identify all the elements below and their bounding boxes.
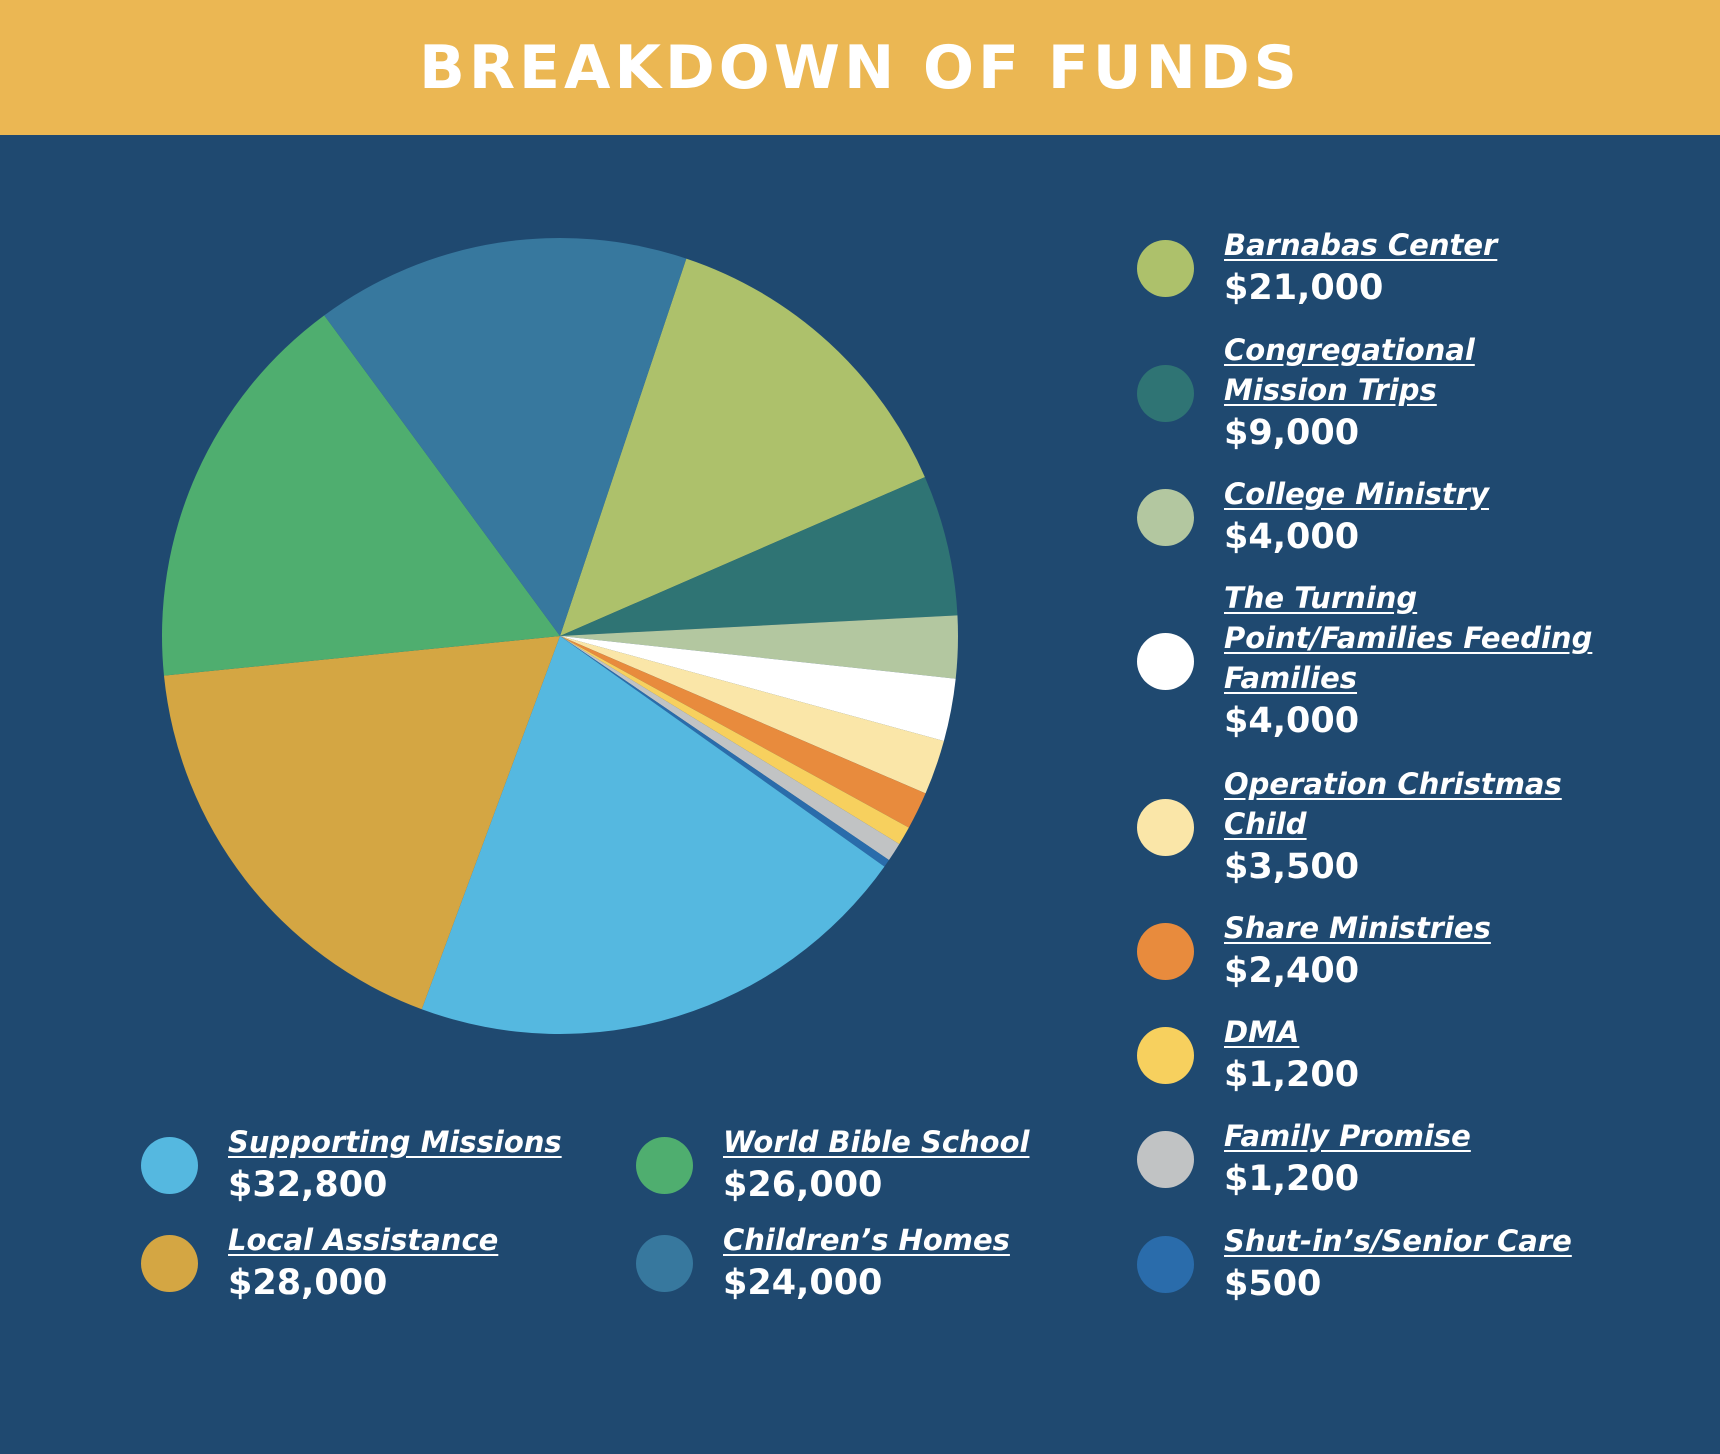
- legend-label[interactable]: Local Assistance: [228, 1223, 499, 1257]
- legend-label[interactable]: Operation Christmas: [1224, 767, 1562, 801]
- legend-label[interactable]: Shut-in’s/Senior Care: [1224, 1224, 1572, 1258]
- legend-swatch-icon: [1137, 632, 1194, 690]
- legend-label[interactable]: DMA: [1224, 1015, 1300, 1049]
- legend-swatch-icon: [1137, 1026, 1194, 1084]
- legend-value: $24,000: [723, 1263, 883, 1303]
- pie-slice-2: [560, 615, 958, 679]
- legend-text: Operation Christmas Child $3,500: [1224, 764, 1654, 890]
- legend-text: DMA $1,200: [1224, 1012, 1654, 1098]
- title-banner: BREAKDOWN OF FUNDS: [0, 0, 1720, 135]
- legend-label[interactable]: Child: [1224, 807, 1307, 841]
- legend-text: Barnabas Center $21,000: [1224, 225, 1654, 311]
- legend-swatch-icon: [141, 1136, 198, 1194]
- pie-slice-11: [162, 315, 560, 676]
- legend-value: $9,000: [1224, 413, 1360, 453]
- legend-label[interactable]: College Ministry: [1224, 477, 1489, 511]
- legend-label[interactable]: Congregational: [1224, 333, 1475, 367]
- legend-text: Children’s Homes $24,000: [723, 1220, 1153, 1306]
- pie-slice-12: [324, 237, 687, 636]
- legend-text: Local Assistance $28,000: [228, 1220, 658, 1306]
- legend-text: Supporting Missions $32,800: [228, 1122, 658, 1208]
- legend-label[interactable]: Families: [1224, 661, 1358, 695]
- legend-label[interactable]: The Turning: [1224, 581, 1418, 615]
- legend-swatch-icon: [636, 1136, 693, 1194]
- legend-text: College Ministry $4,000: [1224, 474, 1654, 560]
- legend-swatch-icon: [1137, 798, 1194, 856]
- legend-label[interactable]: Point/Families Feeding: [1224, 621, 1593, 655]
- legend-text: Family Promise $1,200: [1224, 1116, 1654, 1202]
- legend-value: $1,200: [1224, 1055, 1360, 1095]
- legend-value: $28,000: [228, 1263, 388, 1303]
- legend-swatch-icon: [1137, 922, 1194, 980]
- pie-slice-6: [560, 636, 909, 845]
- chart-title: BREAKDOWN OF FUNDS: [419, 32, 1301, 103]
- pie-slice-3: [560, 636, 956, 742]
- pie-slice-10: [163, 636, 561, 1010]
- legend-text: Shut-in’s/Senior Care $500: [1224, 1221, 1654, 1307]
- legend-swatch-icon: [1137, 1235, 1194, 1293]
- pie-slice-7: [560, 636, 900, 861]
- legend-swatch-icon: [1137, 239, 1194, 297]
- legend-text: Share Ministries $2,400: [1224, 908, 1654, 994]
- legend-swatch-icon: [141, 1234, 198, 1292]
- legend-value: $32,800: [228, 1165, 388, 1205]
- pie-slice-8: [560, 636, 889, 867]
- legend-value: $2,400: [1224, 951, 1360, 991]
- pie-slice-1: [560, 477, 958, 636]
- legend-value: $4,000: [1224, 701, 1360, 741]
- legend-text: The Turning Point/Families Feeding Familie…: [1224, 578, 1654, 744]
- legend-swatch-icon: [1137, 1130, 1194, 1188]
- legend-swatch-icon: [1137, 364, 1194, 422]
- legend-swatch-icon: [1137, 488, 1194, 546]
- legend-label[interactable]: Children’s Homes: [723, 1223, 1010, 1257]
- legend-swatch-icon: [636, 1234, 693, 1292]
- legend-value: $1,200: [1224, 1159, 1360, 1199]
- legend-value: $4,000: [1224, 517, 1360, 557]
- legend-label[interactable]: Family Promise: [1224, 1119, 1471, 1153]
- legend-value: $3,500: [1224, 847, 1360, 887]
- legend-label[interactable]: Barnabas Center: [1224, 228, 1498, 262]
- legend-label[interactable]: Mission Trips: [1224, 373, 1437, 407]
- legend-label[interactable]: Share Ministries: [1224, 911, 1491, 945]
- pie-slice-9: [421, 636, 885, 1034]
- legend-value: $500: [1224, 1264, 1322, 1304]
- legend-label[interactable]: Supporting Missions: [228, 1125, 562, 1159]
- legend-text: Congregational Mission Trips $9,000: [1224, 330, 1654, 456]
- pie-slice-0: [560, 258, 925, 636]
- legend-value: $21,000: [1224, 268, 1384, 308]
- legend-value: $26,000: [723, 1165, 883, 1205]
- legend-text: World Bible School $26,000: [723, 1122, 1153, 1208]
- pie-slice-4: [560, 636, 944, 794]
- legend-label[interactable]: World Bible School: [723, 1125, 1030, 1159]
- pie-slice-5: [560, 636, 926, 828]
